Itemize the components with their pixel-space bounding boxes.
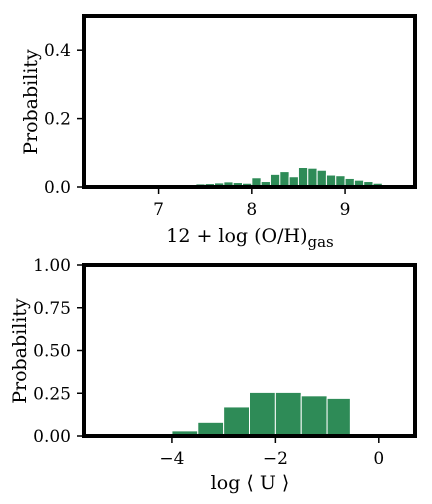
top-histogram-bars [130,167,402,188]
y-tick-label: 0.0 [44,178,71,198]
top-plot-frame [82,14,417,189]
y-tick-label: 0.25 [33,384,71,404]
histogram-bar [274,391,302,437]
x-tick-label: −4 [159,449,184,469]
histogram-bar [307,167,318,188]
bottom-histogram-bars [171,391,351,437]
top-ylabel: Probability [20,49,42,155]
y-tick-label: 0.50 [33,342,71,362]
y-tick-label: 1.00 [33,256,71,276]
panel-top: 7 8 9 0.0 0.2 0.4 Probability 12 + log (O/H)g… [20,14,417,251]
bottom-ylabel: Probability [9,298,31,404]
panel-bottom: −4 −2 0 0.00 0.25 0.50 0.75 1.00 Probability lo… [9,256,417,494]
x-tick-label: 7 [153,200,164,220]
y-tick-label: 0.4 [44,41,71,61]
top-xlabel-sub: gas [308,233,334,251]
top-ticks: 7 8 9 0.0 0.2 0.4 [44,41,351,220]
x-tick-label: 9 [340,200,351,220]
y-tick-label: 0.00 [33,427,71,447]
bottom-xlabel: log ⟨ U ⟩ [211,472,290,494]
y-tick-label: 0.2 [44,110,71,130]
histogram-bar [249,391,276,437]
y-tick-label: 0.75 [33,299,71,319]
x-tick-label: −2 [263,449,288,469]
x-tick-label: 0 [373,449,384,469]
histogram-bar [297,167,309,188]
histogram-bar [223,406,250,437]
bottom-ticks: −4 −2 0 0.00 0.25 0.50 0.75 1.00 [33,256,384,469]
histogram-bar [316,169,327,188]
top-xlabel: 12 + log (O/H)gas [166,225,334,251]
x-tick-label: 8 [246,200,257,220]
histogram-bar [279,171,290,188]
histogram-bar [300,395,328,437]
histogram-bar [326,397,351,437]
top-xlabel-main: 12 + log (O/H) [166,225,307,247]
histogram-bar [197,421,225,437]
bottom-plot-frame [82,263,417,438]
